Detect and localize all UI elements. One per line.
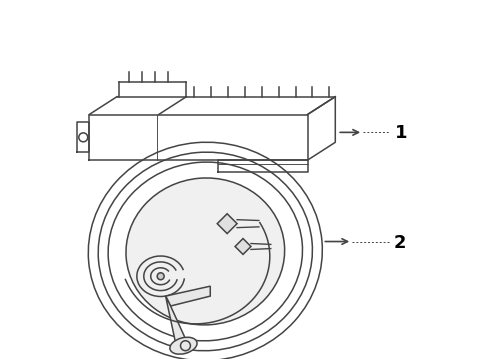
- Polygon shape: [166, 296, 185, 343]
- Polygon shape: [166, 286, 210, 306]
- Circle shape: [157, 273, 164, 280]
- Text: 2: 2: [394, 234, 406, 252]
- Ellipse shape: [126, 178, 285, 325]
- Ellipse shape: [170, 337, 197, 354]
- Text: 1: 1: [395, 124, 407, 142]
- Polygon shape: [235, 239, 251, 255]
- Polygon shape: [217, 214, 237, 234]
